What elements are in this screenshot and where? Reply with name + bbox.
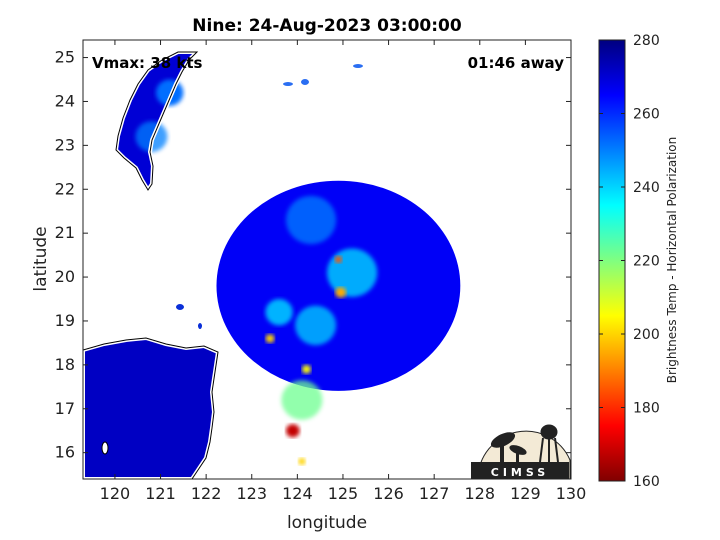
x-axis-label: longitude bbox=[287, 513, 367, 533]
taiwan-land bbox=[116, 52, 197, 190]
temperature-cell bbox=[301, 364, 312, 374]
x-tick-label: 122 bbox=[191, 484, 222, 503]
temperature-cell bbox=[285, 195, 337, 245]
x-tick-label: 129 bbox=[510, 484, 541, 503]
y-tick-label: 17 bbox=[55, 399, 75, 418]
colorbar-label: Brightness Temp - Horizontal Polarizatio… bbox=[665, 137, 679, 384]
y-tick-label: 25 bbox=[55, 48, 75, 67]
colorbar-tick-label: 260 bbox=[633, 107, 660, 123]
x-axis: 120 121 122 123 124 125 126 127 128 129 130 bbox=[100, 40, 587, 503]
luzon-land bbox=[83, 338, 218, 479]
colorbar-tick-label: 280 bbox=[633, 33, 660, 49]
x-tick-label: 120 bbox=[100, 484, 131, 503]
x-tick-label: 130 bbox=[556, 484, 587, 503]
cimss-logo-text: CIMSS bbox=[491, 466, 549, 479]
y-tick-label: 16 bbox=[55, 443, 75, 462]
y-tick-label: 18 bbox=[55, 355, 75, 374]
water-tower-icon bbox=[539, 424, 559, 463]
island bbox=[101, 441, 109, 455]
x-tick-label: 123 bbox=[236, 484, 267, 503]
temperature-cell bbox=[295, 305, 337, 346]
x-tick-label: 124 bbox=[282, 484, 313, 503]
temperature-cell bbox=[298, 457, 306, 465]
x-tick-label: 121 bbox=[145, 484, 176, 503]
axes-frame bbox=[82, 39, 572, 480]
time-offset-label: 01:46 away bbox=[468, 54, 565, 72]
coastline bbox=[83, 50, 365, 479]
temperature-cell bbox=[265, 334, 275, 343]
x-tick-label: 126 bbox=[373, 484, 404, 503]
radar-dish-icon bbox=[490, 432, 527, 462]
island bbox=[351, 62, 365, 70]
island bbox=[299, 77, 311, 87]
chart-title: Nine: 24-Aug-2023 03:00:00 bbox=[192, 16, 462, 36]
y-axis: 16 17 18 19 20 21 22 23 24 25 bbox=[55, 48, 571, 462]
colorbar-tick-label: 180 bbox=[633, 401, 660, 417]
temperature-cell bbox=[281, 380, 323, 420]
vmax-label: Vmax: 38 kts bbox=[92, 54, 202, 72]
colorbar-tick-label: 200 bbox=[633, 327, 660, 343]
y-axis-label: latitude bbox=[31, 226, 51, 291]
x-tick-label: 128 bbox=[465, 484, 496, 503]
island bbox=[281, 80, 295, 88]
temperature-cell bbox=[327, 248, 378, 297]
colorbar-ticks: 160 180 200 220 240 260 280 bbox=[599, 33, 660, 490]
y-tick-label: 20 bbox=[55, 267, 75, 286]
y-tick-label: 24 bbox=[55, 91, 75, 110]
island bbox=[174, 302, 186, 312]
colorbar-tick-label: 240 bbox=[633, 180, 660, 196]
temperature-cell bbox=[265, 299, 293, 326]
cimss-logo: CIMSS bbox=[471, 424, 571, 480]
x-tick-label: 127 bbox=[419, 484, 450, 503]
island bbox=[196, 321, 204, 331]
colorbar-tick-label: 220 bbox=[633, 254, 660, 270]
y-tick-label: 22 bbox=[55, 179, 75, 198]
x-tick-label: 125 bbox=[328, 484, 359, 503]
temperature-cell bbox=[334, 255, 343, 264]
colorbar-tick-label: 160 bbox=[633, 474, 660, 490]
y-tick-label: 19 bbox=[55, 311, 75, 330]
y-tick-label: 23 bbox=[55, 135, 75, 154]
temperature-cell bbox=[285, 424, 300, 438]
temperature-cell bbox=[335, 287, 347, 298]
microwave-swath bbox=[83, 52, 461, 479]
y-tick-label: 21 bbox=[55, 223, 75, 242]
